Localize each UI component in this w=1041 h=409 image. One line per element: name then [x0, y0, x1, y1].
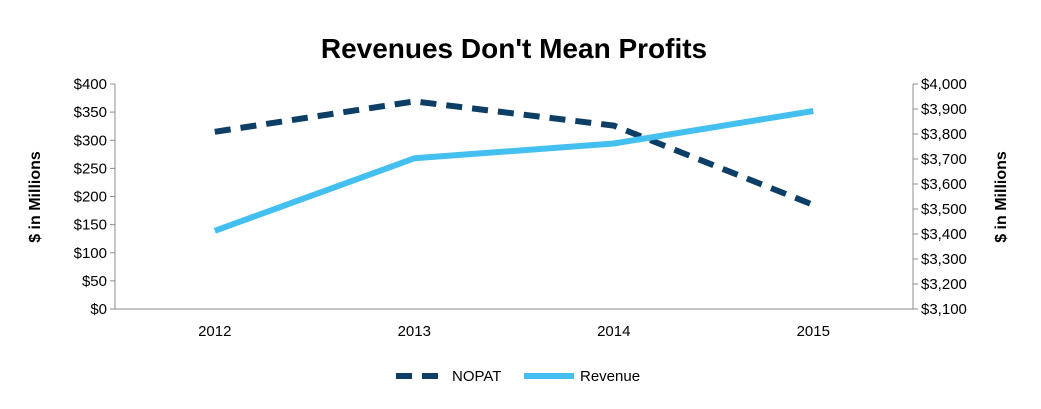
y-right-tick-label: $3,100 [921, 301, 967, 318]
x-tick-label: 2015 [797, 323, 830, 340]
y-left-tick-label: $350 [74, 104, 107, 121]
y-left-tick-label: $200 [74, 189, 107, 206]
y-right-tick-label: $3,500 [921, 201, 967, 218]
series-line-revenue [213, 108, 814, 234]
y-left-tick-label: $100 [74, 245, 107, 262]
y-right-axis-label: $ in Millions [993, 151, 1010, 243]
y-left-tick-label: $300 [74, 132, 107, 149]
y-right-tick-label: $3,800 [921, 126, 967, 143]
series-layer [213, 98, 815, 234]
y-left-tick-label: $400 [74, 76, 107, 93]
y-right-tick-label: $3,900 [921, 101, 967, 118]
legend-label-revenue: Revenue [580, 368, 640, 385]
y-left-axis-label: $ in Millions [27, 151, 44, 243]
x-tick-label: 2014 [597, 323, 630, 340]
y-right-tick-label: $3,300 [921, 251, 967, 268]
y-right-tick-label: $3,400 [921, 226, 967, 243]
x-tick-label: 2012 [198, 323, 231, 340]
y-right-tick-label: $4,000 [921, 76, 967, 93]
x-tick-label: 2013 [398, 323, 431, 340]
y-left-tick-label: $150 [74, 217, 107, 234]
chart-title: Revenues Don't Mean Profits [321, 33, 707, 64]
y-left-tick-label: $0 [90, 301, 107, 318]
y-left-tick-label: $50 [82, 273, 107, 290]
y-left-tick-label: $250 [74, 160, 107, 177]
legend-label-nopat: NOPAT [452, 368, 501, 385]
y-right-tick-label: $3,600 [921, 176, 967, 193]
y-right-tick-label: $3,200 [921, 276, 967, 293]
y-right-tick-label: $3,700 [921, 151, 967, 168]
axes: $0 $50 $100 $150 $200 $250 $300 $350 $400 $3,100 $… [74, 76, 967, 340]
legend: NOPAT Revenue [396, 368, 640, 385]
